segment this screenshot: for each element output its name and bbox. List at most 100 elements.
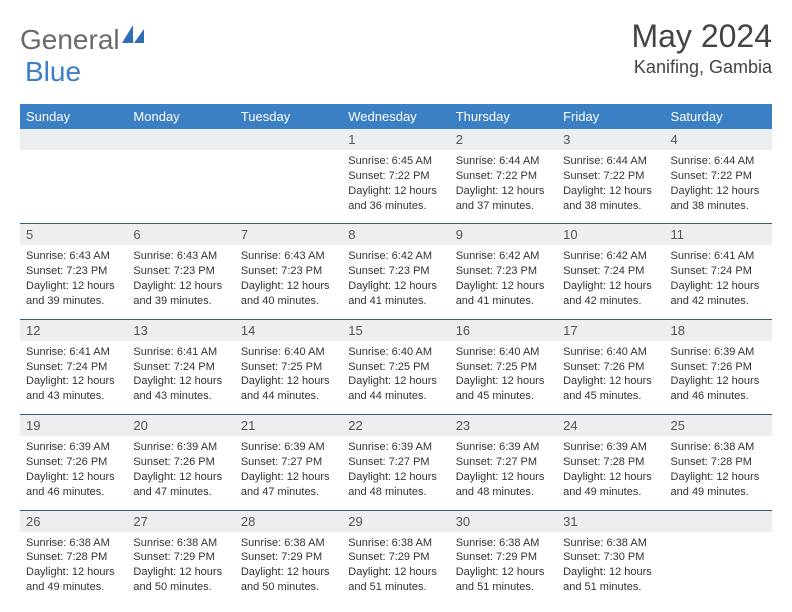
sunrise-text: Sunrise: 6:38 AM (671, 440, 766, 455)
sunset-text: Sunset: 7:24 PM (133, 360, 228, 375)
date-number-cell: 22 (342, 415, 449, 437)
daylight-text-1: Daylight: 12 hours (26, 374, 121, 389)
weekday-header: Friday (557, 104, 664, 129)
date-number-cell: 10 (557, 224, 664, 246)
day-detail-cell: Sunrise: 6:39 AMSunset: 7:28 PMDaylight:… (557, 436, 664, 510)
daylight-text-2: and 42 minutes. (563, 294, 658, 309)
sunset-text: Sunset: 7:25 PM (348, 360, 443, 375)
logo: General (20, 24, 144, 56)
day-detail-cell: Sunrise: 6:44 AMSunset: 7:22 PMDaylight:… (665, 150, 772, 224)
daylight-text-1: Daylight: 12 hours (671, 374, 766, 389)
sunrise-text: Sunrise: 6:43 AM (133, 249, 228, 264)
daylight-text-1: Daylight: 12 hours (241, 565, 336, 580)
daylight-text-2: and 39 minutes. (26, 294, 121, 309)
weekday-header: Thursday (450, 104, 557, 129)
daylight-text-2: and 51 minutes. (563, 580, 658, 595)
daylight-text-1: Daylight: 12 hours (671, 184, 766, 199)
date-number-cell: 21 (235, 415, 342, 437)
date-number-cell: 17 (557, 319, 664, 341)
day-detail-cell: Sunrise: 6:45 AMSunset: 7:22 PMDaylight:… (342, 150, 449, 224)
sunset-text: Sunset: 7:26 PM (563, 360, 658, 375)
date-number-cell: 30 (450, 510, 557, 532)
sunset-text: Sunset: 7:27 PM (241, 455, 336, 470)
calendar-table: Sunday Monday Tuesday Wednesday Thursday… (20, 104, 772, 605)
date-number-row: 262728293031 (20, 510, 772, 532)
daylight-text-2: and 48 minutes. (456, 485, 551, 500)
daylight-text-2: and 38 minutes. (563, 199, 658, 214)
daylight-text-2: and 37 minutes. (456, 199, 551, 214)
sunrise-text: Sunrise: 6:39 AM (348, 440, 443, 455)
sunset-text: Sunset: 7:28 PM (26, 550, 121, 565)
sunrise-text: Sunrise: 6:39 AM (26, 440, 121, 455)
day-detail-cell: Sunrise: 6:40 AMSunset: 7:26 PMDaylight:… (557, 341, 664, 415)
date-number-cell (20, 129, 127, 150)
daylight-text-1: Daylight: 12 hours (241, 470, 336, 485)
day-detail-cell: Sunrise: 6:41 AMSunset: 7:24 PMDaylight:… (127, 341, 234, 415)
sunrise-text: Sunrise: 6:45 AM (348, 154, 443, 169)
sunset-text: Sunset: 7:25 PM (456, 360, 551, 375)
daylight-text-2: and 40 minutes. (241, 294, 336, 309)
day-detail-cell: Sunrise: 6:43 AMSunset: 7:23 PMDaylight:… (235, 245, 342, 319)
day-detail-cell: Sunrise: 6:39 AMSunset: 7:26 PMDaylight:… (127, 436, 234, 510)
date-number-cell: 31 (557, 510, 664, 532)
date-number-cell: 27 (127, 510, 234, 532)
daylight-text-2: and 50 minutes. (133, 580, 228, 595)
day-detail-cell: Sunrise: 6:38 AMSunset: 7:28 PMDaylight:… (20, 532, 127, 605)
sunrise-text: Sunrise: 6:42 AM (456, 249, 551, 264)
day-detail-cell: Sunrise: 6:40 AMSunset: 7:25 PMDaylight:… (450, 341, 557, 415)
day-detail-cell: Sunrise: 6:44 AMSunset: 7:22 PMDaylight:… (557, 150, 664, 224)
sunset-text: Sunset: 7:25 PM (241, 360, 336, 375)
date-number-cell: 29 (342, 510, 449, 532)
day-detail-cell: Sunrise: 6:38 AMSunset: 7:30 PMDaylight:… (557, 532, 664, 605)
daylight-text-2: and 51 minutes. (456, 580, 551, 595)
day-detail-cell: Sunrise: 6:38 AMSunset: 7:29 PMDaylight:… (235, 532, 342, 605)
sunrise-text: Sunrise: 6:38 AM (26, 536, 121, 551)
daylight-text-2: and 50 minutes. (241, 580, 336, 595)
weekday-header-row: Sunday Monday Tuesday Wednesday Thursday… (20, 104, 772, 129)
sunset-text: Sunset: 7:22 PM (348, 169, 443, 184)
date-number-cell: 5 (20, 224, 127, 246)
daylight-text-2: and 49 minutes. (563, 485, 658, 500)
day-detail-cell: Sunrise: 6:41 AMSunset: 7:24 PMDaylight:… (665, 245, 772, 319)
date-number-cell: 15 (342, 319, 449, 341)
sunset-text: Sunset: 7:29 PM (348, 550, 443, 565)
sunset-text: Sunset: 7:26 PM (26, 455, 121, 470)
sunset-text: Sunset: 7:23 PM (348, 264, 443, 279)
sunset-text: Sunset: 7:30 PM (563, 550, 658, 565)
sunset-text: Sunset: 7:27 PM (348, 455, 443, 470)
sunrise-text: Sunrise: 6:38 AM (241, 536, 336, 551)
date-number-row: 1234 (20, 129, 772, 150)
daylight-text-2: and 36 minutes. (348, 199, 443, 214)
sunrise-text: Sunrise: 6:41 AM (26, 345, 121, 360)
daylight-text-1: Daylight: 12 hours (456, 279, 551, 294)
daylight-text-1: Daylight: 12 hours (348, 374, 443, 389)
daylight-text-2: and 39 minutes. (133, 294, 228, 309)
daylight-text-2: and 48 minutes. (348, 485, 443, 500)
sunrise-text: Sunrise: 6:38 AM (133, 536, 228, 551)
day-detail-cell: Sunrise: 6:38 AMSunset: 7:29 PMDaylight:… (127, 532, 234, 605)
day-detail-cell: Sunrise: 6:43 AMSunset: 7:23 PMDaylight:… (20, 245, 127, 319)
daylight-text-2: and 46 minutes. (671, 389, 766, 404)
sunrise-text: Sunrise: 6:38 AM (348, 536, 443, 551)
weekday-header: Saturday (665, 104, 772, 129)
date-number-cell: 14 (235, 319, 342, 341)
date-number-cell: 25 (665, 415, 772, 437)
sunset-text: Sunset: 7:23 PM (26, 264, 121, 279)
day-detail-cell: Sunrise: 6:43 AMSunset: 7:23 PMDaylight:… (127, 245, 234, 319)
daylight-text-1: Daylight: 12 hours (456, 374, 551, 389)
date-number-cell: 1 (342, 129, 449, 150)
date-number-cell: 18 (665, 319, 772, 341)
date-number-row: 12131415161718 (20, 319, 772, 341)
daylight-text-2: and 45 minutes. (456, 389, 551, 404)
date-number-cell: 16 (450, 319, 557, 341)
daylight-text-1: Daylight: 12 hours (133, 565, 228, 580)
sunset-text: Sunset: 7:28 PM (563, 455, 658, 470)
day-detail-row: Sunrise: 6:43 AM Sunset: 7:23 PM Daylight:… (20, 245, 772, 319)
sunset-text: Sunset: 7:24 PM (563, 264, 658, 279)
daylight-text-1: Daylight: 12 hours (133, 279, 228, 294)
day-detail-row: Sunrise: 6:39 AMSunset: 7:26 PMDaylight:… (20, 436, 772, 510)
day-detail-row: Sunrise: 6:38 AMSunset: 7:28 PMDaylight:… (20, 532, 772, 605)
daylight-text-2: and 43 minutes. (26, 389, 121, 404)
date-number-cell (127, 129, 234, 150)
logo-text-general: General (20, 24, 120, 56)
